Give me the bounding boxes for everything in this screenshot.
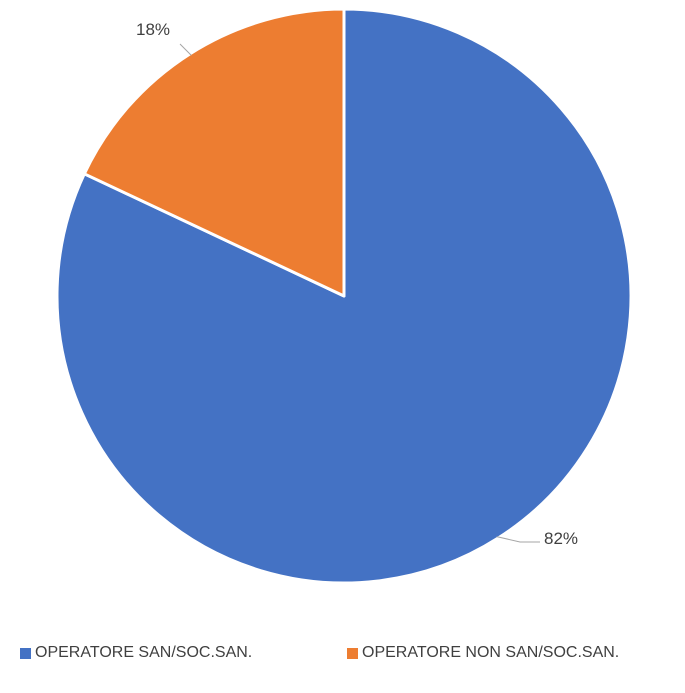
pie-slices [55, 7, 633, 585]
leader-line-series-1 [496, 536, 540, 543]
legend-swatch-series-2 [347, 647, 358, 659]
legend-swatch-series-1 [20, 647, 31, 659]
legend-item-series-2: OPERATORE NON SAN/SOC.SAN. [347, 641, 619, 665]
legend-item-series-1: OPERATORE SAN/SOC.SAN. [20, 641, 252, 665]
legend-label-series-2: OPERATORE NON SAN/SOC.SAN. [362, 644, 620, 661]
legend-label-series-1: OPERATORE SAN/SOC.SAN. [35, 644, 253, 661]
data-label-series-1: 82% [544, 529, 578, 548]
data-label-series-2: 18% [136, 20, 170, 39]
leader-line-series-2 [179, 43, 192, 56]
leader-lines [179, 43, 540, 543]
chart-legend: OPERATORE SAN/SOC.SAN. OPERATORE NON SAN… [0, 641, 685, 665]
